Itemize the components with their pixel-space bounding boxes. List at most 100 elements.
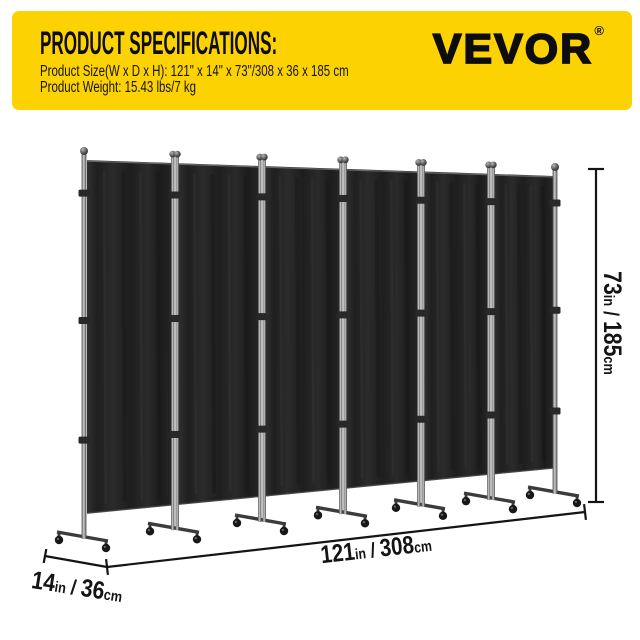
caster-stem	[464, 493, 468, 499]
caster-stem	[104, 540, 108, 546]
divider-pole	[485, 161, 497, 501]
panel-fold	[403, 180, 410, 475]
pole-ball-finial	[260, 153, 268, 161]
pole-clamp	[415, 196, 427, 204]
caster-wheel	[313, 511, 323, 520]
panel-fold	[294, 177, 301, 485]
pole-clamp	[485, 411, 497, 419]
divider-pole	[256, 153, 268, 523]
panel-fold	[243, 175, 249, 490]
width-value-cm: 308	[378, 530, 415, 562]
divider-panel	[494, 173, 553, 474]
pole-tube	[487, 166, 491, 501]
pole-tube	[171, 156, 175, 531]
panel-fold	[210, 174, 216, 493]
depth-value-cm: 36	[79, 573, 107, 604]
panel-fold	[193, 173, 198, 495]
caster-wheel	[360, 519, 370, 528]
caster-stem	[57, 532, 61, 538]
caster-stem	[575, 495, 579, 501]
divider-pole	[78, 147, 90, 539]
caster-stem	[363, 515, 367, 521]
product-weight-line: Product Weight: 15.43 lbs/7 kg	[40, 78, 197, 96]
pole-clamp	[485, 308, 497, 316]
caster-wheel	[525, 490, 535, 500]
pole-clamp	[485, 198, 497, 206]
panel-fold	[435, 181, 440, 472]
pole-clamp	[549, 199, 561, 207]
caster-hub	[281, 528, 285, 532]
pole-tube	[339, 161, 343, 515]
pole-tube	[491, 166, 495, 501]
pole-clamp	[549, 407, 561, 415]
depth-dimension-line	[42, 548, 108, 569]
page-title: PRODUCT SPECIFICATIONS:	[40, 26, 278, 62]
caster-hub	[56, 537, 60, 541]
depth-value-in: 14	[30, 565, 58, 596]
panel-fold	[540, 185, 546, 462]
caster-hub	[147, 529, 151, 532]
caster-wheel	[192, 535, 202, 544]
caster-hub	[362, 520, 366, 524]
panel-fold	[325, 178, 331, 482]
pole-tube	[81, 153, 87, 539]
pole-clamp	[337, 311, 349, 319]
pole-clamp	[169, 191, 181, 199]
divider-pole	[549, 163, 561, 495]
caster-hub	[510, 506, 514, 510]
pole-tube	[417, 164, 421, 507]
pole-clamp	[549, 306, 561, 314]
dimension-annotations: 73in / 185cm 121in / 308cm 14in / 36cm	[30, 167, 627, 605]
spec-banner: PRODUCT SPECIFICATIONS: VEVOR® Product S…	[12, 11, 632, 110]
pole-ball-finial	[551, 163, 559, 172]
divider-foot	[54, 530, 111, 553]
width-unit-in: in	[354, 545, 367, 563]
caster-hub	[234, 520, 238, 524]
caster-hub	[463, 498, 467, 502]
caster-hub	[103, 545, 107, 549]
panel-bottom-edge	[493, 467, 554, 475]
pole-clamp	[256, 193, 268, 201]
panel-bottom-edge	[423, 473, 490, 482]
pole-clamp	[337, 420, 349, 428]
pole-clamp	[78, 316, 90, 324]
height-unit-cm: cm	[601, 356, 618, 374]
height-dimension-label: 73in / 185cm	[599, 271, 627, 375]
divider-panel	[424, 171, 489, 481]
panel-top-hem	[264, 166, 342, 171]
divider-panels	[86, 160, 554, 514]
pole-tube	[175, 156, 179, 531]
panel-top-hem	[423, 171, 490, 176]
caster-hub	[527, 492, 531, 496]
pole-tube	[552, 169, 558, 495]
brand-logo: VEVOR®	[432, 23, 604, 73]
panel-bottom-edge	[86, 504, 174, 514]
width-value-in: 121	[319, 537, 356, 569]
caster-hub	[393, 505, 397, 508]
caster-wheel	[461, 496, 471, 506]
caster-wheel	[391, 503, 401, 513]
caster-stem	[282, 523, 286, 529]
caster-stem	[528, 487, 532, 493]
pole-clamp	[78, 436, 90, 444]
product-size-line: Product Size(W x D x H): 121" x 14" x 73…	[40, 63, 349, 80]
caster-wheel	[572, 498, 582, 508]
panel-fold	[102, 170, 107, 504]
panel-fold	[504, 184, 509, 465]
caster-stem	[394, 499, 398, 506]
spec-text-block: Product Size(W x D x H): 121" x 14" x 73…	[40, 64, 349, 95]
pole-ball-finial	[341, 156, 349, 164]
caster-stem	[235, 515, 239, 521]
panel-fold	[516, 184, 523, 464]
panel-top-hem	[345, 169, 420, 174]
panel-fold	[227, 174, 232, 492]
panel-fold	[529, 185, 534, 463]
pole-clamp	[256, 313, 268, 321]
panel-bottom-edge	[264, 487, 342, 497]
panel-fold	[310, 177, 315, 484]
pole-clamp	[415, 309, 427, 317]
height-value-in: 73	[599, 271, 627, 295]
caster-stem	[148, 523, 152, 529]
pole-tube	[258, 159, 262, 523]
